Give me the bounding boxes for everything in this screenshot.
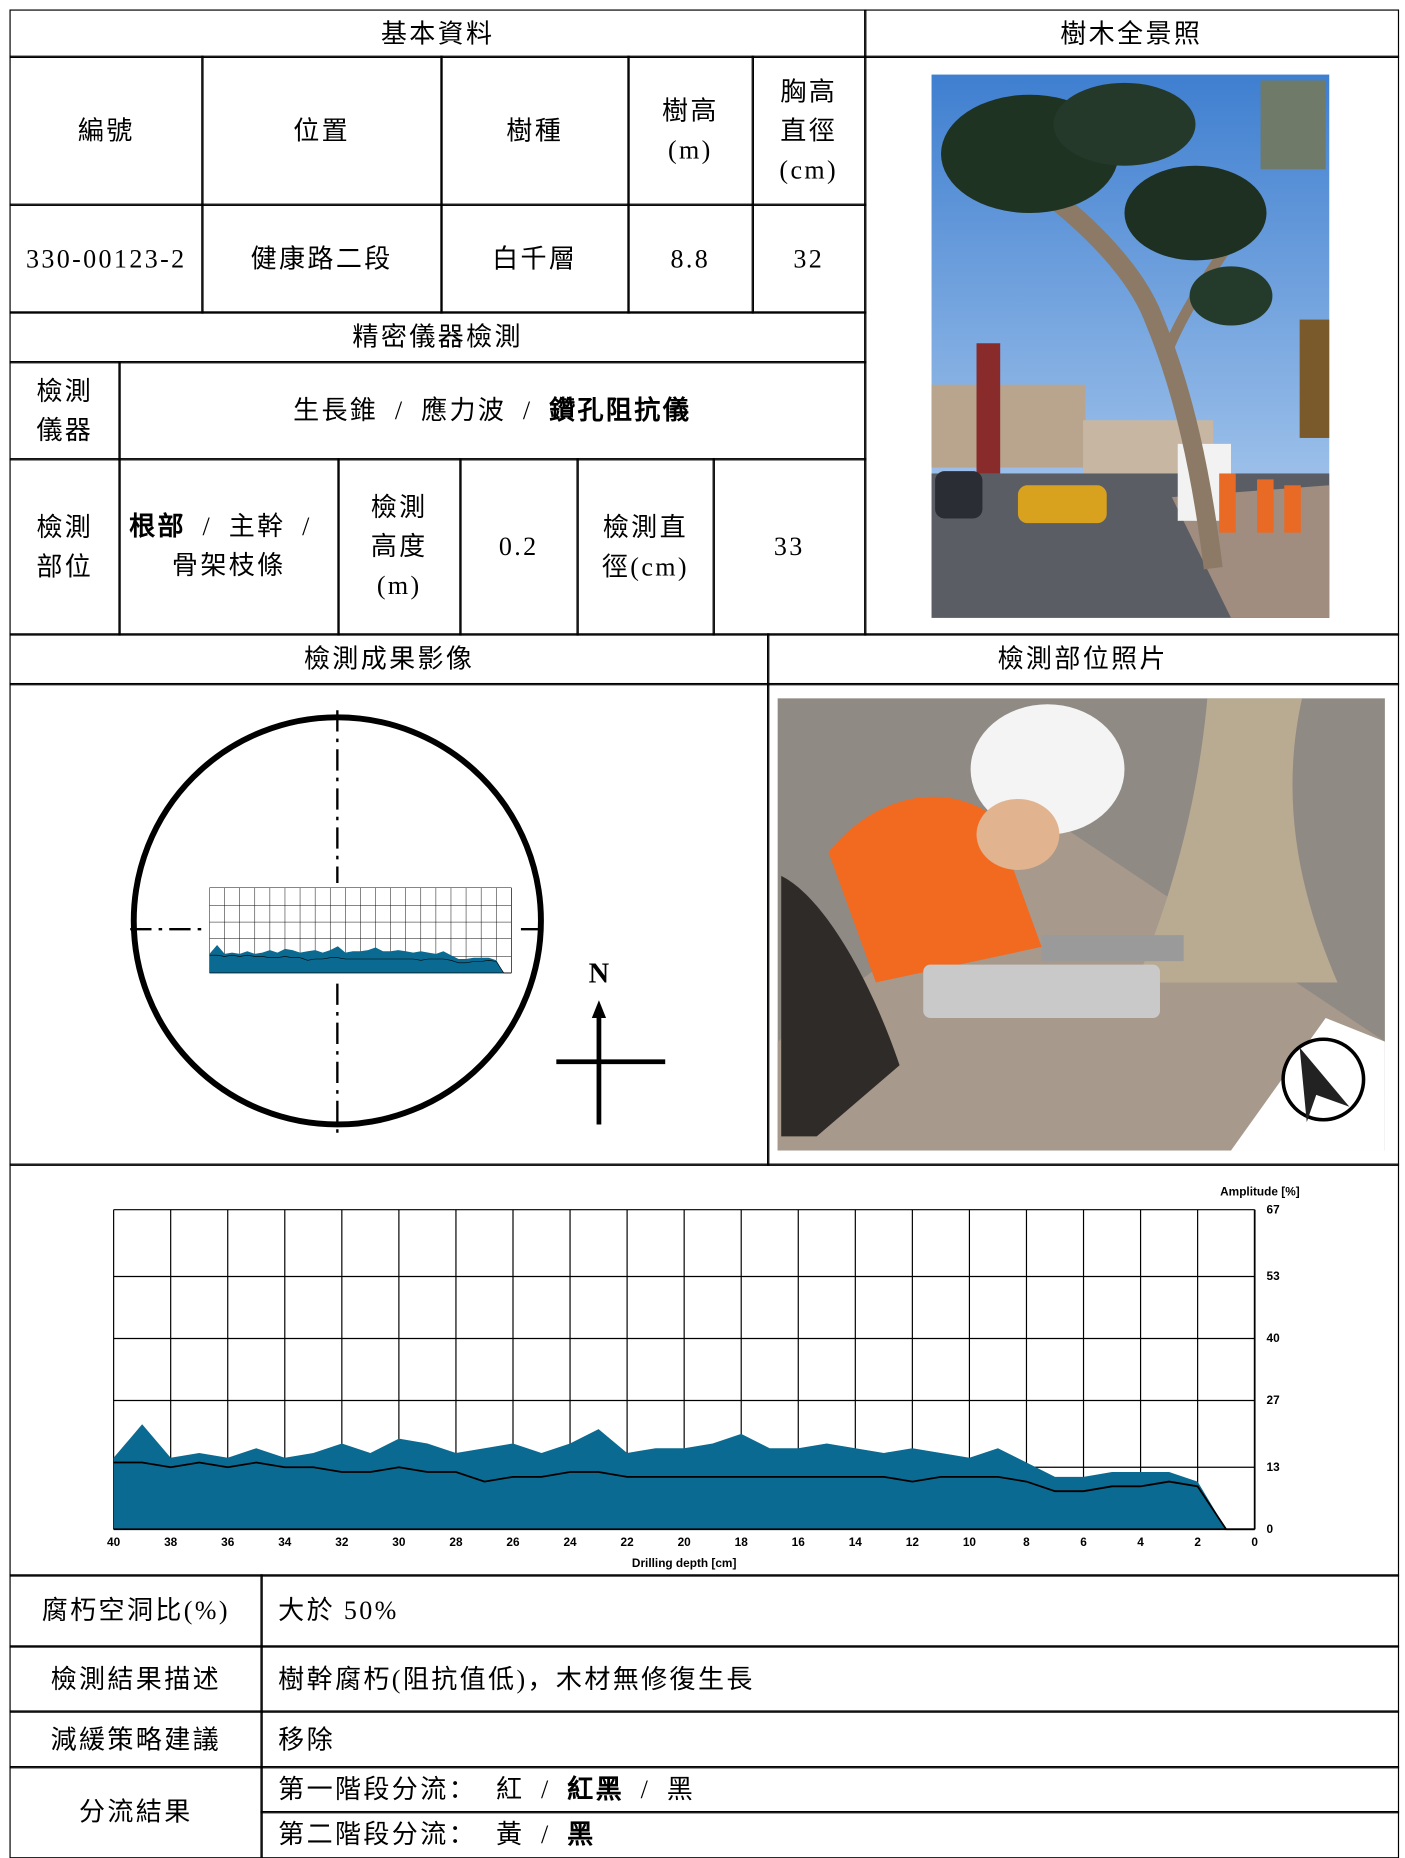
y-tick-label: 13 [1267,1460,1281,1474]
field-label: 檢測直 徑(cm) [576,458,715,636]
option: 紅 [495,1774,525,1805]
field-value: 0.2 [459,458,579,636]
row-label: 檢測 部位 [9,458,121,636]
x-tick-label: 6 [1080,1535,1087,1549]
field-photo [777,698,1385,1151]
section-title: 檢測成果影像 [9,633,769,685]
column-value: 健康路二段 [201,203,443,314]
diagram-cell [9,682,769,1166]
x-tick-label: 36 [221,1535,235,1549]
x-axis-label: Drilling depth [cm] [632,1556,737,1570]
x-tick-label: 32 [335,1535,349,1549]
classification-stage: 第一階段分流： 紅 / 紅黑 / 黑 [260,1766,1399,1813]
x-tick-label: 14 [849,1535,863,1549]
y-tick-label: 53 [1267,1269,1281,1283]
instrument-options: 生長錐 / 應力波 / 鑽孔阻抗儀 [118,361,866,460]
y-tick-label: 0 [1267,1522,1274,1536]
x-tick-label: 34 [278,1535,292,1549]
option: 黃 [495,1819,525,1850]
summary-value: 移除 [260,1710,1399,1768]
option: 黑 [666,1774,696,1805]
option: 黑 [567,1819,596,1850]
chart-cell [9,1163,1399,1577]
separator: / [522,395,533,426]
classification-stage: 第二階段分流： 黃 / 黑 [260,1810,1399,1858]
separator: / [202,511,213,541]
x-tick-label: 24 [563,1535,577,1549]
separator: / [540,1819,551,1850]
x-tick-label: 22 [621,1535,635,1549]
x-tick-label: 0 [1251,1535,1258,1549]
column-value: 白千層 [440,203,630,314]
classification-label: 分流結果 [9,1766,263,1858]
summary-label: 腐朽空洞比(%) [9,1574,263,1648]
x-tick-label: 30 [392,1535,406,1549]
summary-label: 減緩策略建議 [9,1710,263,1768]
column-header: 編號 [9,55,203,206]
x-tick-label: 20 [678,1535,692,1549]
y-tick-label: 67 [1267,1202,1281,1216]
x-tick-label: 8 [1023,1535,1030,1549]
section-title: 檢測部位照片 [767,633,1399,685]
column-header: 樹種 [440,55,630,206]
y-tick-label: 40 [1267,1331,1281,1345]
mini-line [209,954,512,974]
option: 根部 [129,511,186,541]
tree-photo [931,74,1330,618]
separator: / [302,511,312,541]
separator: / [394,395,405,426]
photo-cell [767,682,1399,1166]
summary-value: 樹幹腐朽(阻抗值低)，木材無修復生長 [260,1645,1399,1713]
option: 紅黑 [567,1774,624,1805]
summary-value: 大於 50% [260,1574,1399,1648]
x-tick-label: 16 [792,1535,806,1549]
x-tick-label: 18 [735,1535,749,1549]
summary-label: 檢測結果描述 [9,1645,263,1713]
column-value: 330-00123-2 [9,203,203,314]
column-header: 胸高 直徑 (cm) [751,55,866,206]
field-label: 檢測 高度 (m) [337,458,462,636]
row-label: 檢測 儀器 [9,361,121,460]
north-label: N [589,958,610,989]
column-value: 8.8 [627,203,754,314]
line [113,1461,1255,1531]
x-tick-label: 4 [1137,1535,1144,1549]
x-tick-label: 10 [963,1535,977,1549]
photo-cell [864,55,1399,636]
separator: / [540,1774,551,1805]
y-axis-label: Amplitude [%] [1220,1184,1300,1198]
column-header: 位置 [201,55,443,206]
y-tick-label: 27 [1267,1393,1281,1407]
x-tick-label: 40 [107,1535,121,1549]
section-title: 基本資料 [9,9,866,58]
stage-name: 第二階段分流： [278,1819,478,1850]
field-value: 33 [712,458,866,636]
section-title: 精密儀器檢測 [9,311,866,363]
option: 生長錐 [293,395,379,426]
x-tick-label: 28 [449,1535,463,1549]
option: 應力波 [421,395,507,426]
x-tick-label: 26 [506,1535,520,1549]
x-tick-label: 2 [1194,1535,1201,1549]
x-tick-label: 12 [906,1535,920,1549]
position-options: 根部 / 主幹 / 骨架枝條 [118,458,340,636]
column-value: 32 [751,203,866,314]
option: 骨架枝條 [171,550,286,580]
x-tick-label: 38 [164,1535,178,1549]
option: 鑽孔阻抗儀 [549,395,692,426]
separator: / [640,1774,651,1805]
option: 主幹 [228,511,286,541]
section-title: 樹木全景照 [864,9,1399,58]
column-header: 樹高 (m) [627,55,754,206]
stage-name: 第一階段分流： [278,1774,478,1805]
